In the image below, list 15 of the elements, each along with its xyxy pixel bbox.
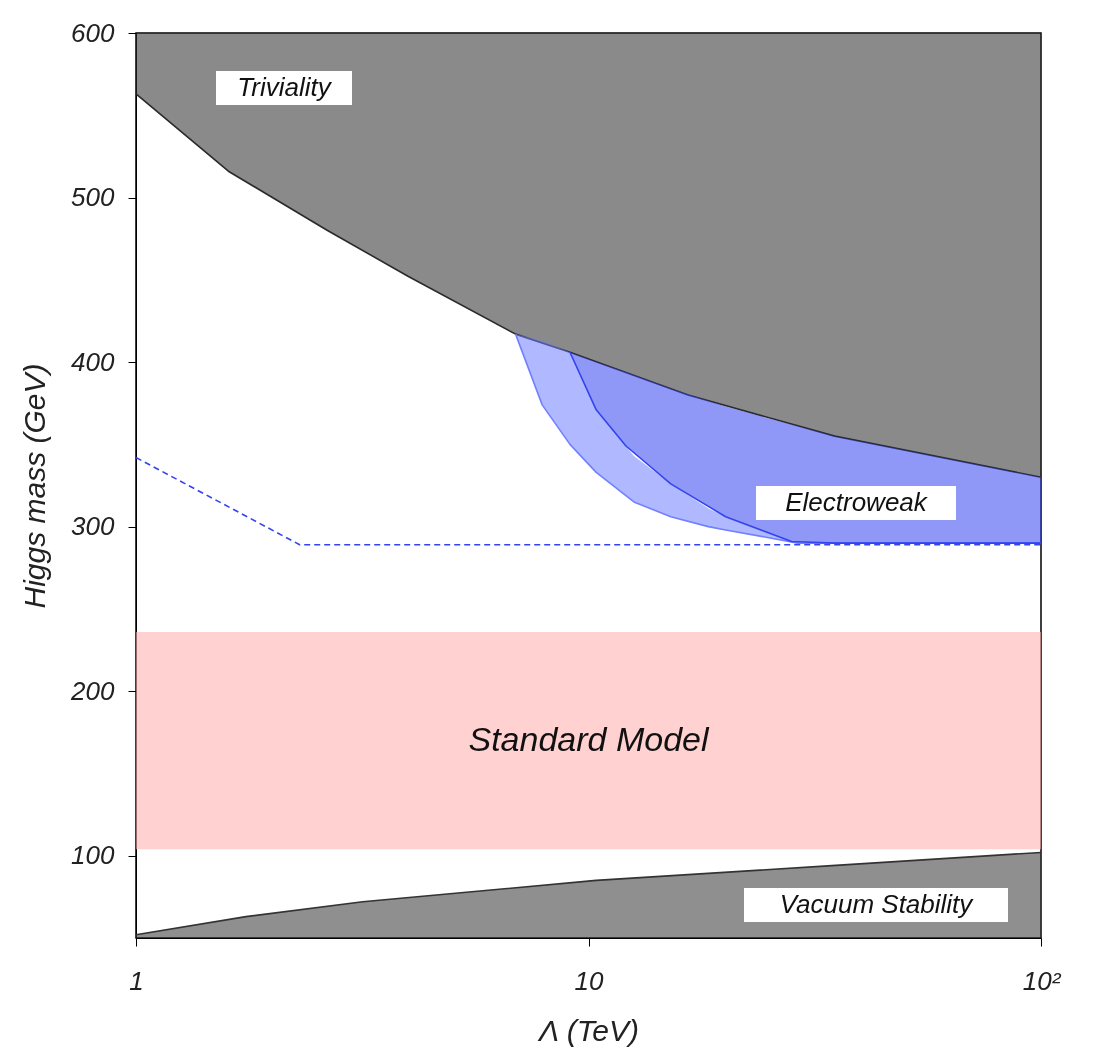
annotation: Triviality: [237, 72, 333, 102]
y-tick-label: 400: [71, 346, 116, 377]
x-tick-label: 1: [129, 965, 144, 996]
x-axis-title: Λ (TeV): [536, 1013, 640, 1047]
y-tick-label: 200: [70, 675, 116, 706]
y-axis-title: Higgs mass (GeV): [18, 363, 52, 609]
y-tick-label: 600: [71, 17, 116, 48]
y-tick-label: 100: [71, 840, 116, 871]
x-tick-label: 10: [574, 965, 604, 996]
x-tick-label: 10²: [1022, 965, 1062, 996]
y-tick-label: 500: [71, 182, 116, 213]
y-tick-label: 300: [71, 511, 116, 542]
annotation: Vacuum Stability: [779, 889, 975, 919]
annotation: Electroweak: [785, 487, 929, 517]
band-label: Standard Model: [468, 719, 710, 758]
